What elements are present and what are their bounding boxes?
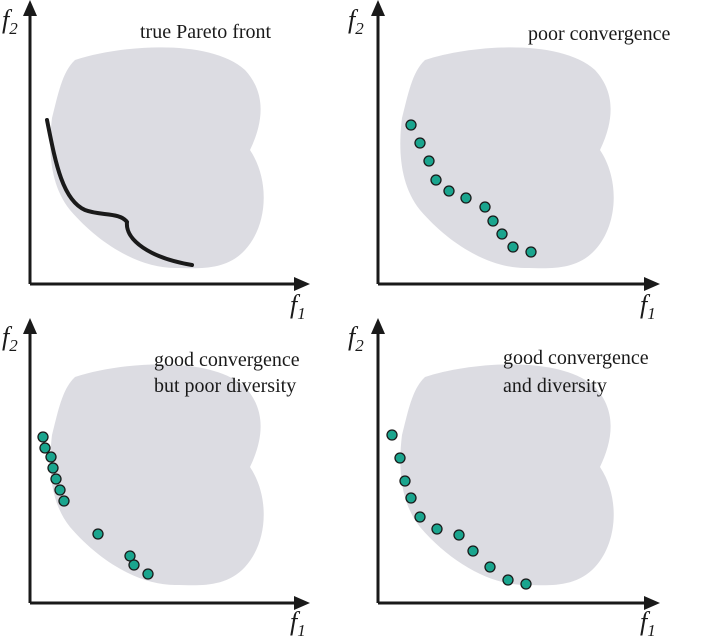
solution-point — [487, 215, 499, 227]
solution-point — [430, 174, 442, 186]
y-axis-arrowhead — [371, 318, 385, 334]
solution-point — [525, 246, 537, 258]
pareto-front-curve — [45, 118, 194, 267]
y-axis-arrowhead — [23, 318, 37, 334]
objective-region — [400, 364, 614, 586]
solution-point — [47, 462, 59, 474]
solution-point — [423, 155, 435, 167]
solution-point — [467, 545, 479, 557]
x-axis-label: f1 — [290, 607, 306, 638]
panel-title-line-2: but poor diversity — [154, 375, 296, 397]
x-axis-arrowhead — [294, 277, 310, 291]
x-axis-arrowhead — [644, 596, 660, 610]
panel-title-line-1: good convergence — [154, 349, 300, 371]
x-axis-label: f1 — [290, 290, 306, 323]
solution-point — [414, 511, 426, 523]
panel-title-line-2: and diversity — [503, 375, 607, 397]
solution-point — [394, 452, 406, 464]
solution-point — [460, 192, 472, 204]
solution-point — [431, 523, 443, 535]
solution-point — [45, 451, 57, 463]
solution-point — [405, 119, 417, 131]
y-axis-label: f2 — [2, 5, 18, 38]
solution-point — [128, 559, 140, 571]
solution-points — [405, 119, 537, 258]
panel-good-convergence-poor-diversity: f2 f1 good convergence but poor diversit… — [2, 318, 310, 638]
x-axis-arrowhead — [644, 277, 660, 291]
axes — [23, 318, 310, 610]
solution-point — [414, 137, 426, 149]
solution-point — [405, 492, 417, 504]
solution-point — [443, 185, 455, 197]
solution-point — [399, 475, 411, 487]
y-axis-arrowhead — [371, 0, 385, 16]
y-axis-label: f2 — [348, 322, 364, 355]
axes — [23, 0, 310, 291]
solution-point — [520, 578, 532, 590]
solution-point — [502, 574, 514, 586]
solution-point — [39, 442, 51, 454]
panel-good-convergence-and-diversity: f2 f1 good convergence and diversity — [348, 318, 660, 638]
solution-point — [479, 201, 491, 213]
solution-point — [142, 568, 154, 580]
solution-point — [386, 429, 398, 441]
y-axis-label: f2 — [2, 322, 18, 355]
solution-point — [92, 528, 104, 540]
x-axis-label: f1 — [640, 607, 656, 638]
solution-point — [37, 431, 49, 443]
panel-true-pareto-front: f2 f1 true Pareto front — [2, 0, 310, 323]
solution-point — [496, 228, 508, 240]
solution-point — [58, 495, 70, 507]
objective-region — [50, 47, 264, 269]
solution-points — [37, 431, 154, 580]
solution-point — [507, 241, 519, 253]
solution-point — [124, 550, 136, 562]
objective-region — [50, 364, 264, 586]
solution-point — [54, 484, 66, 496]
panel-title: poor convergence — [528, 23, 670, 45]
solution-point — [453, 529, 465, 541]
axes — [371, 0, 660, 291]
panel-poor-convergence: f2 f1 poor convergence — [348, 0, 670, 323]
axes — [371, 318, 660, 610]
x-axis-label: f1 — [640, 290, 656, 323]
solution-point — [484, 561, 496, 573]
x-axis-arrowhead — [294, 596, 310, 610]
y-axis-label: f2 — [348, 5, 364, 38]
panel-title: true Pareto front — [140, 21, 272, 43]
panel-title-line-1: good convergence — [503, 347, 649, 369]
y-axis-arrowhead — [23, 0, 37, 16]
solution-point — [50, 473, 62, 485]
solution-points — [386, 429, 532, 590]
